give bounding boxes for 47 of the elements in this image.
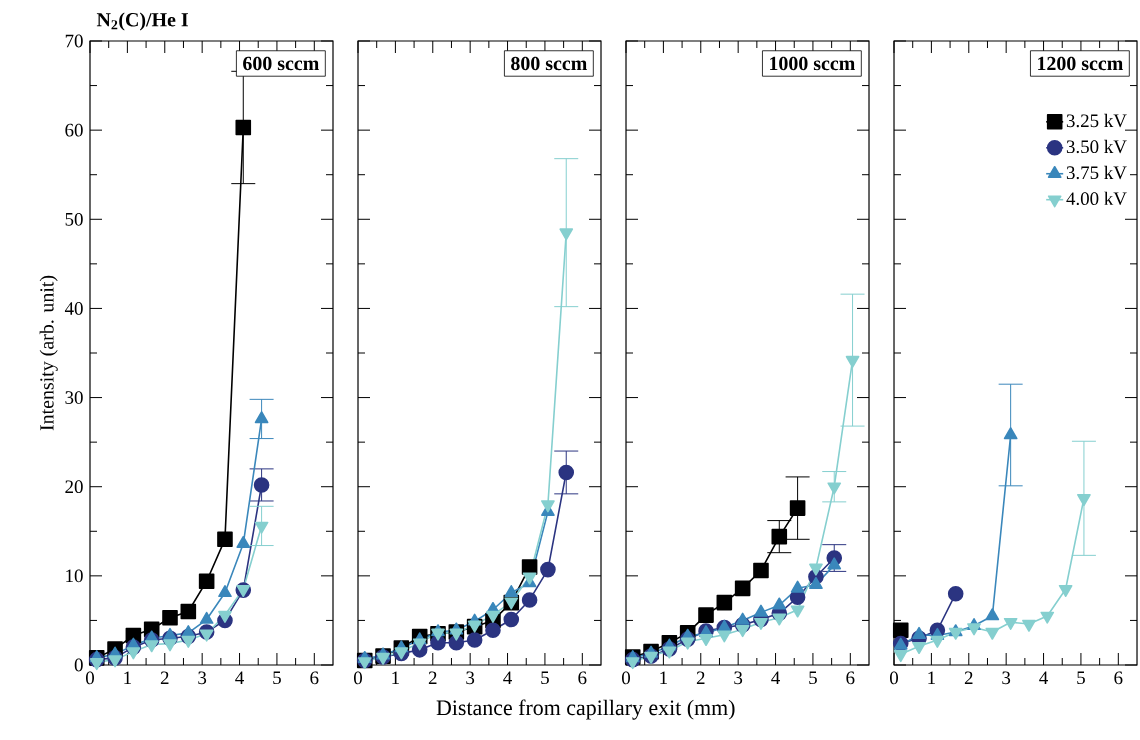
x-tick-label: 5 [273,671,281,685]
annotation: 1200 sccm [1038,56,1123,71]
x-tick-label: 3 [1002,671,1011,685]
x-tick-label: 2 [428,671,437,685]
x-tick-label: 2 [160,671,169,685]
x-tick-label: 3 [466,671,475,685]
x-tick-label: 1 [928,671,935,684]
y-tick-label: 10 [66,569,83,583]
chart-title: N$_{2}$(C)/He I [96,12,188,31]
x-tick-label: 4 [503,671,512,684]
y-tick-label: 30 [65,391,83,404]
y-tick-label: 40 [64,302,83,315]
x-tick-label: 0 [890,671,899,685]
x-tick-label: 4 [235,671,244,684]
y-tick-label: 0 [74,658,83,672]
x-tick-label: 3 [734,671,743,685]
annotation: 1000 sccm [770,56,855,71]
x-tick-label: 2 [964,671,973,685]
x-tick-label: 1 [124,671,131,684]
x-tick-label: 4 [771,671,780,684]
x-tick-label: 5 [1077,671,1085,685]
y-tick-label: 20 [65,480,83,494]
x-tick-label: 6 [846,671,855,685]
legend-label: 3.25 kV [1066,113,1127,128]
y-axis-title: Intensity (arb. unit) [39,275,58,431]
y-tick-label: 50 [65,212,83,226]
legend-label: 3.50 kV [1066,139,1127,154]
x-axis-title: Distance from capillary exit (mm) [436,699,735,720]
y-tick-label: 60 [65,123,83,137]
x-tick-label: 6 [1114,671,1123,685]
annotation: 800 sccm [511,56,587,71]
y-tick-label: 70 [65,34,83,48]
x-tick-label: 5 [809,671,817,685]
x-tick-label: 0 [621,671,631,685]
annotation: 600 sccm [243,56,319,71]
x-tick-label: 0 [85,671,94,685]
x-tick-label: 6 [310,671,319,685]
x-tick-label: 1 [660,671,667,684]
x-tick-label: 4 [1039,671,1048,684]
x-tick-label: 5 [541,671,549,685]
x-tick-label: 3 [198,671,207,685]
x-tick-label: 0 [353,671,363,685]
x-tick-label: 2 [696,671,705,685]
x-tick-label: 6 [578,671,587,685]
legend-label: 4.00 kV [1066,191,1127,206]
x-tick-label: 1 [392,671,399,684]
legend-label: 3.75 kV [1066,165,1127,180]
